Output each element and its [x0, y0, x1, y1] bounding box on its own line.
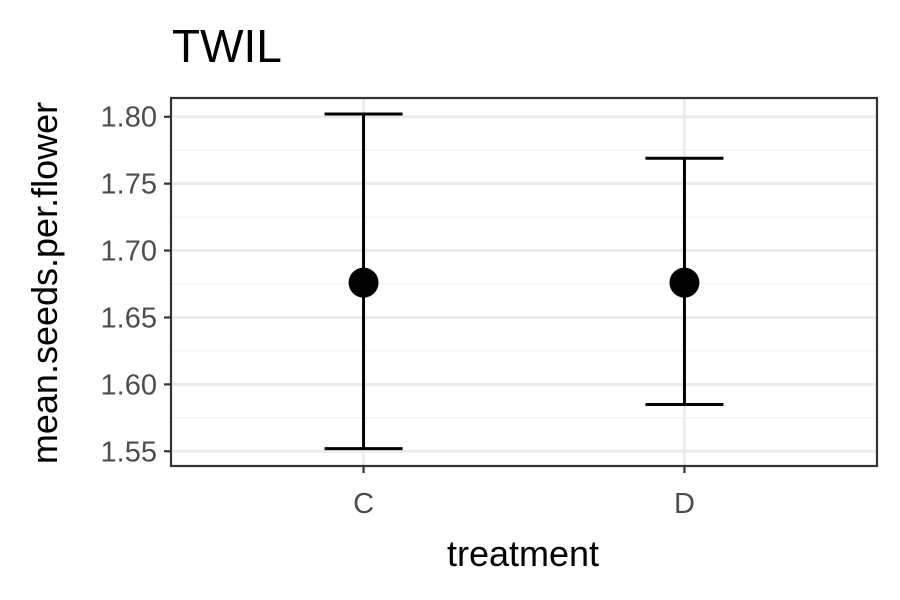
panel-border — [169, 96, 879, 468]
x-tick-label: D — [674, 488, 695, 520]
x-tick-label: C — [353, 488, 374, 520]
y-axis-title: mean.seeds.per.flower — [24, 102, 65, 464]
data-point-D — [669, 267, 700, 298]
data-point-C — [348, 267, 379, 298]
x-axis-title: treatment — [447, 533, 599, 574]
tick-labels: 1.55 1.60 1.65 1.70 1.75 1.80 C D — [101, 102, 695, 520]
y-tick-label: 1.70 — [101, 236, 157, 268]
y-tick-label: 1.55 — [101, 436, 157, 468]
grid-lines — [171, 98, 877, 466]
data-marks — [324, 112, 724, 451]
panel-background — [171, 98, 877, 466]
y-tick-label: 1.60 — [101, 369, 157, 401]
y-tick-label: 1.80 — [101, 102, 157, 134]
y-tick-label: 1.75 — [101, 169, 157, 201]
chart-title: TWIL — [172, 20, 282, 72]
axis-ticks — [164, 115, 686, 473]
y-tick-label: 1.65 — [101, 302, 157, 334]
